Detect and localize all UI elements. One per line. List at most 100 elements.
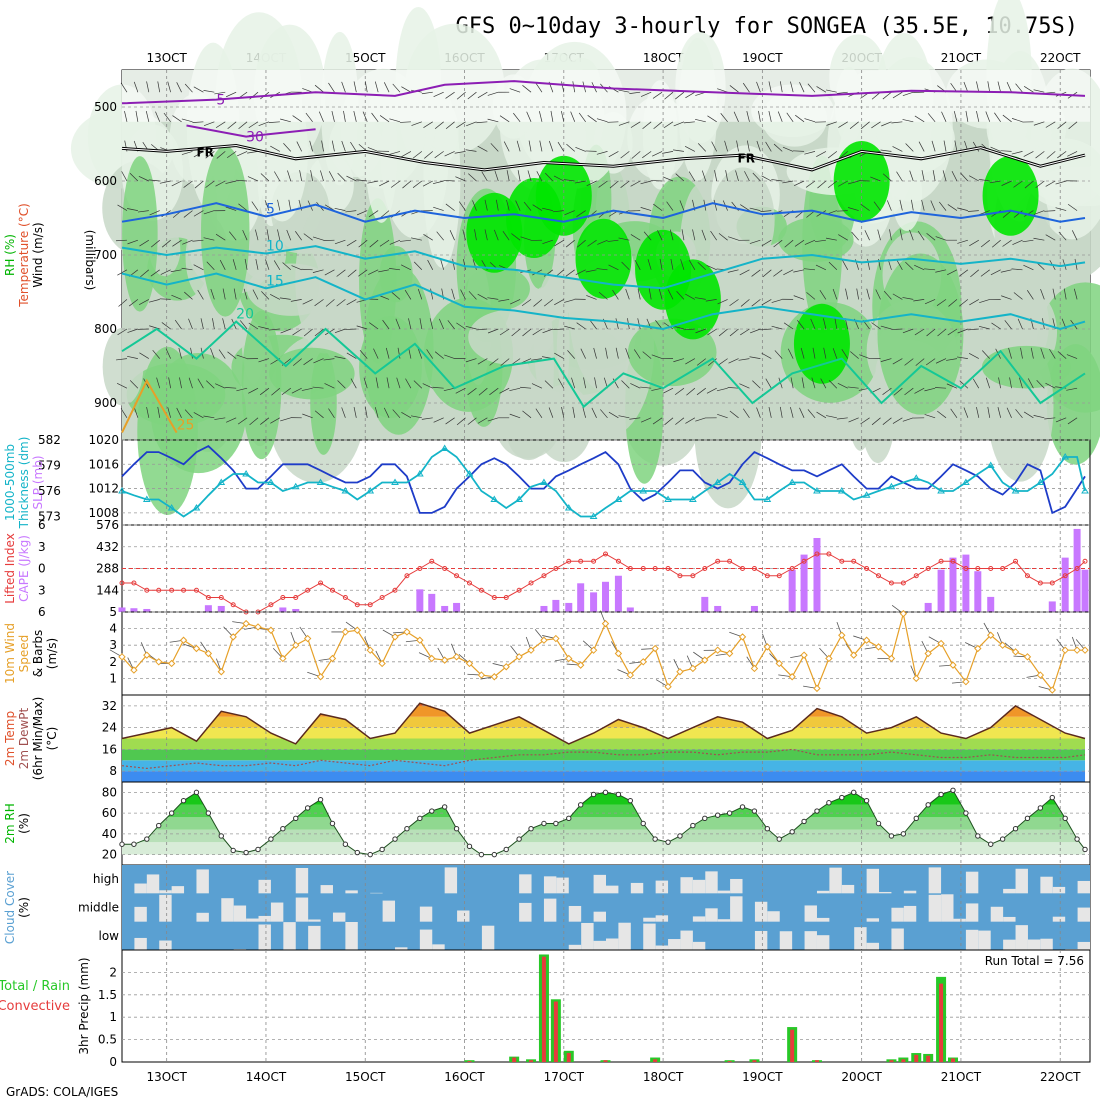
wind-barb (909, 229, 914, 241)
rh-marker (1012, 825, 1019, 832)
wind-marker (601, 619, 610, 628)
wind-barb (465, 358, 477, 363)
rh-marker (404, 825, 410, 832)
wind-barb (663, 387, 674, 394)
wind-barb (436, 231, 444, 241)
wind-barb (648, 288, 652, 300)
wind-barb (904, 358, 914, 366)
wind-barb (552, 328, 564, 331)
wind-barb (918, 141, 925, 152)
wind-barb (1013, 180, 1023, 188)
rh-marker (1082, 846, 1088, 853)
wind-barb (356, 179, 368, 182)
wind-barb (490, 143, 499, 152)
wind-barb (913, 299, 925, 302)
rh-marker (739, 804, 746, 810)
wind-barb (667, 289, 674, 300)
wind-barb (1052, 288, 1056, 300)
wind-barb (502, 230, 510, 241)
cloud-row-label: middle (78, 901, 119, 915)
rh-marker (317, 796, 324, 803)
cape-bar (602, 581, 610, 612)
wind-marker (242, 619, 250, 628)
wind-barb (891, 121, 903, 124)
wind-barb (226, 417, 237, 423)
cape-labels: Lifted Index CAPE (J/kg) (3, 533, 31, 604)
wind-marker (229, 633, 237, 641)
wind-barb (856, 288, 860, 300)
cloud-clear-cell (345, 922, 358, 950)
lifted-marker (144, 587, 150, 593)
wind-barb (127, 239, 139, 245)
wind-barb (476, 328, 488, 331)
wind-barb (214, 417, 226, 420)
wind-barb (197, 378, 204, 389)
cape-bar (441, 605, 449, 612)
cloud-clear-cell (717, 919, 731, 922)
wind-barb (673, 121, 685, 127)
dewpoint-line (121, 748, 1086, 770)
wind-barb (222, 288, 226, 300)
wind-barb (346, 175, 357, 182)
thickness-marker (316, 478, 325, 485)
lifted-marker (305, 587, 311, 593)
wind-barb (598, 292, 608, 300)
lifted-marker (354, 602, 360, 608)
wind-barb (1001, 295, 1012, 300)
wind-barb (752, 172, 761, 182)
wind-barb (578, 112, 586, 123)
wind-barb (582, 407, 586, 418)
lifted-marker (417, 566, 423, 571)
wind-barb (203, 121, 215, 127)
wind-marker (788, 673, 796, 681)
wind-marker (416, 636, 424, 644)
wind-barb (735, 170, 739, 182)
wind-barb (364, 81, 368, 93)
rh-marker (1074, 836, 1080, 842)
lifted-marker (888, 580, 894, 586)
rh-marker (230, 847, 236, 854)
cloud-clear-cell (928, 867, 942, 894)
wind-marker (639, 658, 647, 666)
wind-barb (1011, 118, 1023, 123)
wind-barb (633, 349, 641, 359)
wind-barb (1000, 269, 1012, 273)
slp-tick: 1016 (88, 457, 119, 471)
cloud-clear-cell (643, 923, 656, 950)
wind-barb (838, 121, 848, 128)
thickness-marker (962, 478, 970, 485)
wind-barb (477, 417, 488, 424)
wind-barb (302, 413, 313, 419)
cape-bar (577, 583, 585, 612)
wind-barb (478, 387, 488, 396)
panel-label: Speed (17, 635, 31, 673)
thickness-marker (614, 495, 623, 502)
rh-band (122, 829, 1086, 843)
wind-barb (991, 239, 1001, 248)
wind-barb (987, 406, 991, 418)
wind-barb (685, 358, 696, 365)
wind-barb (121, 171, 128, 182)
wind-barb (401, 86, 412, 93)
wind-barb (875, 289, 881, 300)
lifted-marker (740, 566, 746, 571)
wind-barb (313, 358, 324, 364)
wind-barb (1023, 264, 1034, 271)
wind-barb (828, 261, 838, 271)
wind-barb (443, 387, 455, 392)
wind-barb (214, 91, 226, 95)
temp-contour-label: 5 (266, 202, 275, 218)
wind-marker (515, 653, 523, 661)
wind-barb (711, 141, 718, 152)
rh-marker (156, 822, 162, 829)
wind-barb (652, 91, 663, 99)
rh-marker (900, 831, 907, 837)
wind-barb (117, 328, 128, 336)
cloud-clear-cell (804, 905, 817, 922)
wind-barb (487, 328, 499, 334)
wind-barb (362, 111, 368, 122)
wind-barb (832, 348, 838, 359)
wind-barb (1006, 82, 1012, 93)
cloud-clear-cell (879, 891, 892, 894)
